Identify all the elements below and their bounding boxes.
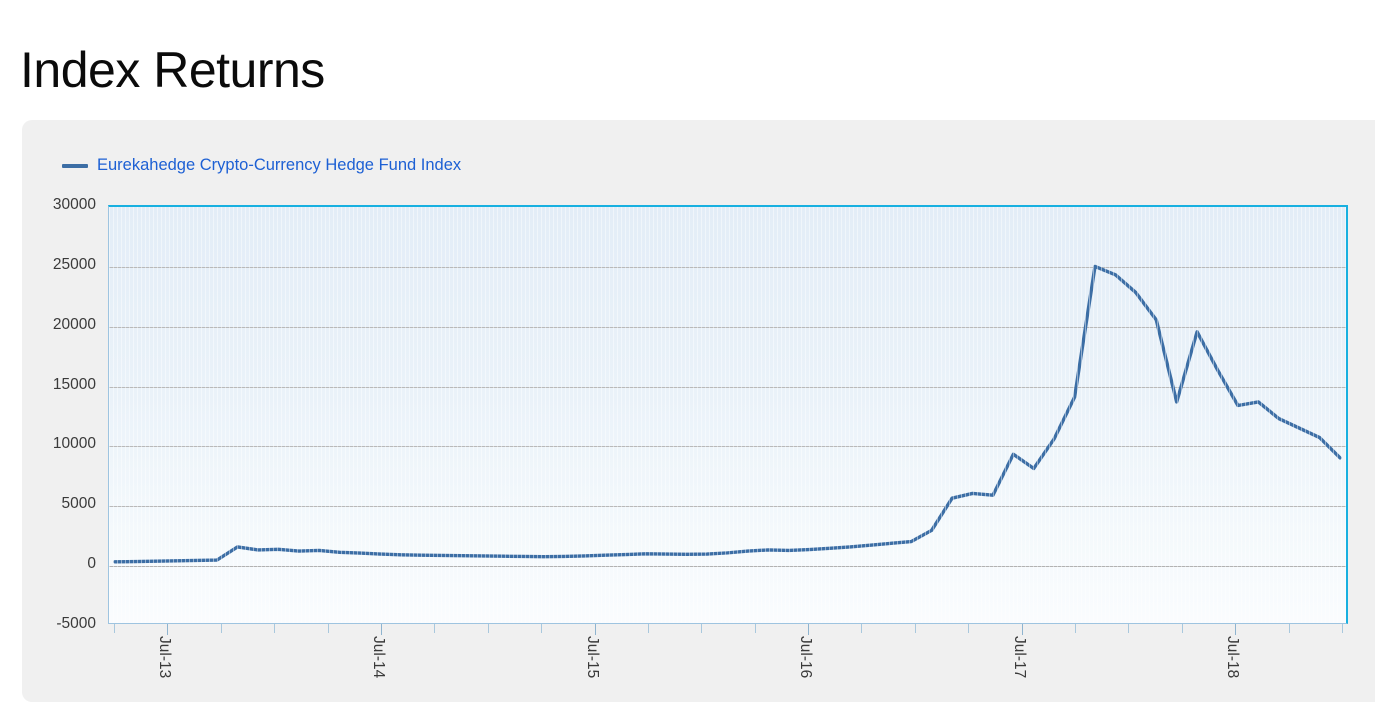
x-tick-label-jul-13: Jul-13 bbox=[156, 636, 174, 679]
x-tick-17 bbox=[1021, 624, 1023, 635]
gridline-0 bbox=[109, 566, 1346, 568]
x-tick-8 bbox=[541, 624, 543, 633]
gridline-5000 bbox=[109, 506, 1346, 508]
y-axis-labels: 30000 25000 20000 15000 10000 5000 0 -5000 bbox=[22, 196, 108, 632]
x-tick-label-jul-14: Jul-14 bbox=[369, 636, 387, 679]
legend-label-eurekahedge-crypto-currency-hedge-fund-index: Eurekahedge Crypto-Currency Hedge Fund I… bbox=[97, 156, 462, 174]
chart-legend[interactable]: Eurekahedge Crypto-Currency Hedge Fund I… bbox=[62, 156, 461, 175]
x-tick-0 bbox=[114, 624, 115, 633]
y-tick-label-5000: 5000 bbox=[61, 495, 96, 513]
x-tick-14 bbox=[861, 624, 863, 633]
x-axis-labels: Jul-13 Jul-14 Jul-15 Jul-16 Jul-17 Jul-18 bbox=[108, 636, 1348, 702]
x-tick-13 bbox=[808, 624, 810, 635]
x-tick-11 bbox=[701, 624, 703, 633]
x-tick-label-jul-15: Jul-15 bbox=[583, 636, 601, 679]
series-line-chart bbox=[113, 264, 1342, 564]
plot-area bbox=[108, 205, 1348, 624]
x-tick-20 bbox=[1181, 624, 1183, 633]
x-tick-18 bbox=[1075, 624, 1077, 633]
chart-card: Eurekahedge Crypto-Currency Hedge Fund I… bbox=[22, 120, 1375, 702]
x-tick-label-jul-16: Jul-16 bbox=[797, 636, 815, 679]
x-tick-4 bbox=[327, 624, 329, 633]
y-tick-label-10000: 10000 bbox=[52, 435, 96, 453]
x-tick-16 bbox=[968, 624, 970, 633]
x-tick-21 bbox=[1235, 624, 1237, 635]
gridline-10000 bbox=[109, 446, 1346, 448]
x-tick-label-jul-17: Jul-17 bbox=[1010, 636, 1028, 679]
x-tick-12 bbox=[754, 624, 756, 633]
x-tick-3 bbox=[274, 624, 276, 633]
legend-line-icon bbox=[62, 163, 88, 168]
x-tick-10 bbox=[647, 624, 649, 633]
gridline-25000 bbox=[109, 266, 1346, 268]
x-tick-label-jul-18: Jul-18 bbox=[1224, 636, 1242, 679]
x-tick-2 bbox=[220, 624, 222, 633]
gridline-15000 bbox=[109, 386, 1346, 388]
page-title: Index Returns bbox=[20, 41, 325, 98]
gridline-20000 bbox=[109, 326, 1346, 328]
x-tick-1 bbox=[167, 624, 169, 635]
y-tick-label-15000: 15000 bbox=[52, 375, 96, 393]
x-tick-23 bbox=[1342, 624, 1343, 633]
x-tick-6 bbox=[434, 624, 436, 633]
y-tick-label-0: 0 bbox=[87, 555, 96, 573]
y-tick-label--5000: -5000 bbox=[56, 615, 96, 632]
x-tick-9 bbox=[594, 624, 596, 635]
x-tick-5 bbox=[380, 624, 382, 635]
y-tick-label-25000: 25000 bbox=[52, 255, 96, 273]
x-tick-22 bbox=[1288, 624, 1290, 633]
y-tick-label-30000: 30000 bbox=[52, 196, 96, 213]
series-path bbox=[113, 264, 1342, 564]
x-tick-19 bbox=[1128, 624, 1130, 633]
y-tick-label-20000: 20000 bbox=[52, 315, 96, 333]
plot-wrap bbox=[108, 205, 1348, 624]
x-axis-ticks bbox=[108, 624, 1348, 635]
x-tick-15 bbox=[914, 624, 916, 633]
x-tick-7 bbox=[487, 624, 489, 633]
